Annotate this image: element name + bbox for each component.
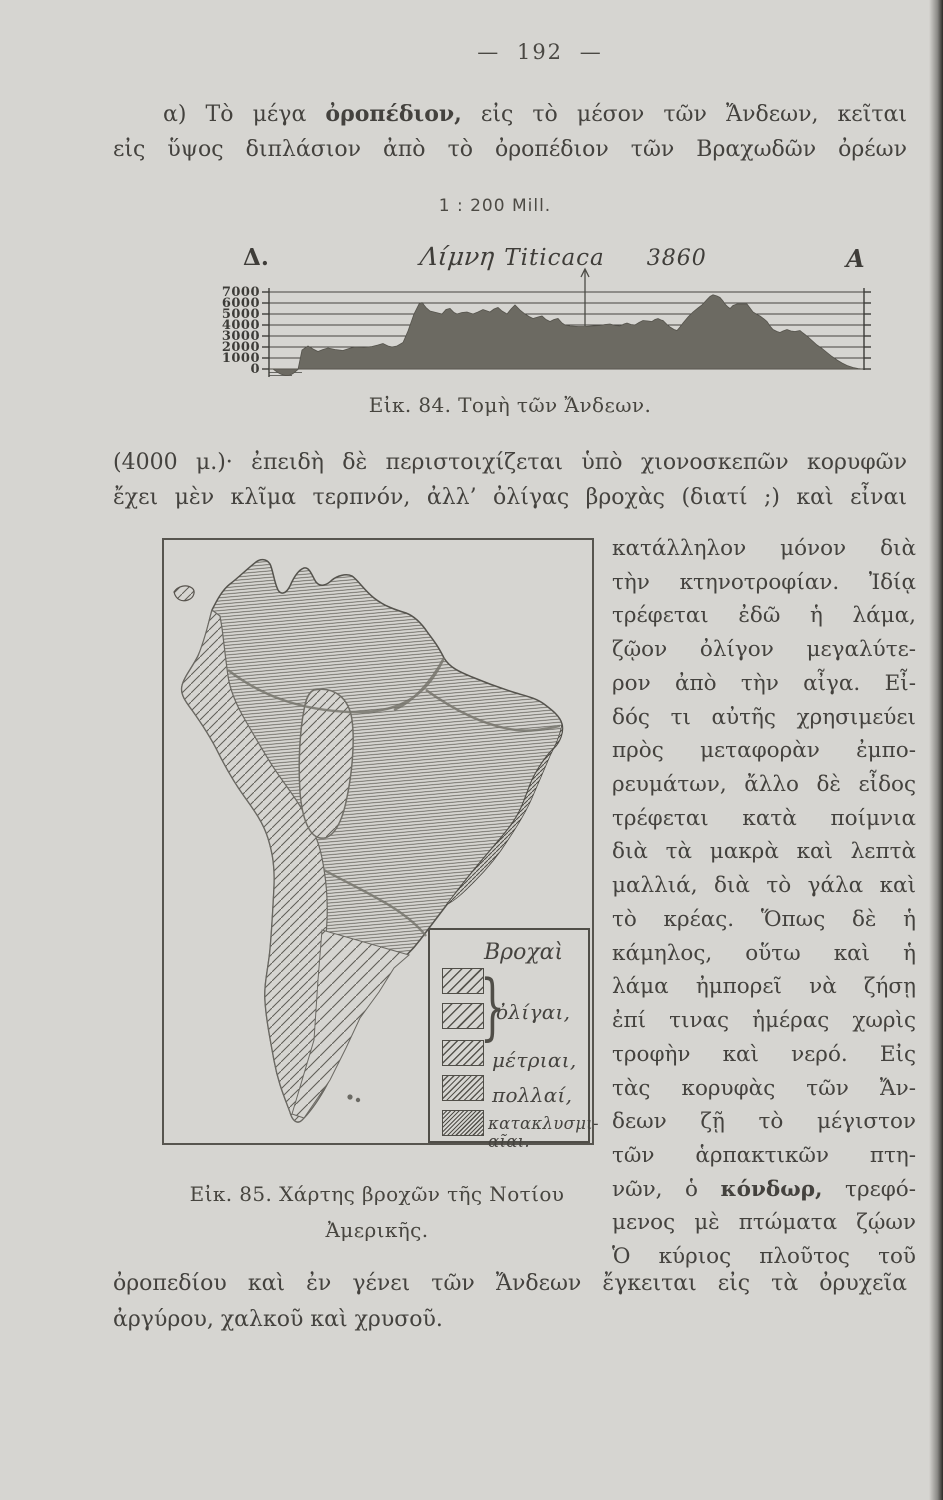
column-line: τὸ κρέας. Ὅπως δὲ ἡ — [612, 906, 916, 932]
lake-word: Λίμνη — [418, 242, 496, 271]
closing-paragraph: ὀροπεδίου καὶ ἐν γένει τῶν Ἄνδεων ἔγκειτ… — [113, 1266, 907, 1337]
plateau-line-2: ἔχει μὲν κλῖμα τερπνόν, ἀλλ’ ὀλίγας βροχ… — [113, 485, 907, 510]
ytick-2000: 2000 — [222, 340, 260, 355]
patagonia-band — [291, 929, 411, 1119]
column-line: Ὁ κύριος πλοῦτος τοῦ — [612, 1244, 916, 1270]
region-boundaries — [227, 657, 561, 937]
figure85-caption-line2: Ἀμερικῆς. — [325, 1218, 429, 1242]
legend-brace: } — [480, 964, 506, 1048]
intro-rest: εἰς τὸ μέσον τῶν Ἄνδεων, κεῖται — [461, 102, 907, 127]
lake-name: Titicaca — [504, 245, 605, 271]
map-islet — [173, 585, 195, 602]
column-line: τὰς κορυφὰς τῶν Ἄν- — [612, 1075, 916, 1101]
legend-title: Βροχαὶ — [484, 940, 564, 965]
legend-swatch-torrential — [442, 1110, 484, 1136]
legend-label-few: ὀλίγαι, — [496, 1000, 571, 1024]
column-line: μενος μὲ πτώματα ζῴων — [612, 1210, 916, 1236]
column-line: τρέφεται κατὰ ποίμνια — [612, 805, 916, 831]
profile-west-label: Δ. — [243, 244, 269, 271]
ytick-6000: 6000 — [222, 296, 260, 311]
falkland-islands — [347, 1094, 361, 1103]
legend-label-torrential-2: αῖαι. — [488, 1132, 530, 1151]
page-edge-shadow — [929, 0, 943, 1500]
rain-legend: Βροχαὶ } ὀλίγαι, μέτριαι, πολλαί, κατακλ… — [428, 928, 599, 1151]
ytick-1000: 1000 — [222, 351, 260, 366]
ytick-3000: 3000 — [222, 329, 260, 344]
lake-titicaca-label: Λίμνη Titicaca 3860 — [418, 242, 720, 271]
column-line: τροφὴν καὶ νερό. Εἰς — [612, 1041, 916, 1067]
column-line: τὴν κτηνοτροφίαν. Ἰδίᾳ — [612, 569, 916, 595]
column-line: ἐπί τινας ἡμέρας χωρὶς — [612, 1008, 916, 1034]
kondor-bold: κόνδωρ, — [720, 1176, 823, 1202]
ytick-4000: 4000 — [222, 318, 260, 333]
amazon-inner-loop — [298, 688, 354, 839]
figure84-caption: Εἰκ. 84. Τομὴ τῶν Ἄνδεων. — [368, 393, 652, 417]
column-line: πρὸς μεταφορὰν ἐμπο- — [612, 738, 916, 764]
legend-swatch-few-2 — [442, 1003, 484, 1029]
column-line: μαλλιά, διὰ τὸ γάλα καὶ — [612, 873, 916, 899]
closing-line-1: ὀροπεδίου καὶ ἐν γένει τῶν Ἄνδεων ἔγκειτ… — [113, 1271, 907, 1296]
profile-east-label: Α — [846, 244, 865, 273]
column-line: τρέφεται ἐδῶ ἡ λάμα, — [612, 603, 916, 629]
column-line: ρον ἀπὸ τὴν αἶγα. Εἶ- — [612, 670, 916, 696]
column-line-kondor: νῶν, ὁ κόνδωρ, τρεφό- — [612, 1173, 916, 1207]
intro-paragraph: α) Τὸ μέγα ὀροπέδιον, εἰς τὸ μέσον τῶν Ἄ… — [113, 97, 907, 167]
legend-label-moderate: μέτριαι, — [492, 1048, 577, 1072]
column-line: διὰ τὰ μακρὰ καὶ λεπτὰ — [612, 839, 916, 865]
legend-swatch-many — [442, 1075, 484, 1101]
intro-bold-term: ὀροπέδιον, — [325, 101, 462, 127]
column-line: κατάλληλον μόνον διὰ — [612, 536, 916, 561]
right-text-column: κατάλληλον μόνον διὰ τὴν κτηνοτροφίαν. Ἰ… — [612, 532, 916, 1274]
figure85-caption: Εἰκ. 85. Χάρτης βροχῶν τῆς Νοτίου Ἀμερικ… — [127, 1176, 627, 1248]
ytick-7000: 7000 — [222, 285, 260, 300]
figure85-caption-line1: Εἰκ. 85. Χάρτης βροχῶν τῆς Νοτίου — [189, 1182, 565, 1206]
kondor-post: τρεφό- — [822, 1176, 916, 1202]
intro-line-1: α) Τὸ μέγα ὀροπέδιον, εἰς τὸ μέσον τῶν Ἄ… — [113, 97, 907, 132]
closing-line-2: ἀργύρου, χαλκοῦ καὶ χρυσοῦ. — [113, 1306, 443, 1332]
rain-map-figure: Βροχαὶ } ὀλίγαι, μέτριαι, πολλαί, κατακλ… — [162, 538, 599, 1151]
south-america-map — [173, 558, 564, 1123]
ytick-0: 0 — [250, 362, 260, 377]
plateau-line-1: (4000 μ.)· ἐπειδὴ δὲ περιστοιχίζεται ὑπὸ… — [113, 450, 907, 475]
legend-swatch-few-1 — [442, 968, 484, 994]
kondor-pre: νῶν, ὁ — [612, 1176, 721, 1202]
column-line: δεων ζῇ τὸ μέγιστον — [612, 1109, 916, 1135]
figure84-labels: Δ. Λίμνη Titicaca 3860 Α — [0, 240, 943, 276]
mountain-profile-silhouette — [269, 294, 863, 376]
column-line: ζῷον ὀλίγον μεγαλύτε- — [612, 637, 916, 663]
intro-line-2: εἰς ὕψος διπλάσιον ἀπὸ τὸ ὀροπέδιον τῶν … — [113, 137, 907, 162]
map-scale-label: 1 : 200 Mill. — [438, 196, 552, 216]
column-line: λάμα ἠμπορεῖ νὰ ζήσῃ — [612, 974, 916, 1000]
plateau-paragraph: (4000 μ.)· ἐπειδὴ δὲ περιστοιχίζεται ὑπὸ… — [113, 445, 907, 515]
andes-coastal-band — [181, 608, 331, 1123]
column-line: δός τι αὐτῆς χρησιμεύει — [612, 704, 916, 730]
andes-cross-section-chart: 7000 6000 5000 4000 3000 2000 1000 0 — [222, 267, 871, 377]
column-line: ρευμάτων, ἄλλο δὲ εἶδος — [612, 772, 916, 798]
intro-lead: α) Τὸ μέγα — [163, 102, 326, 127]
legend-label-torrential-1: κατακλυσμι- — [488, 1114, 599, 1133]
ytick-5000: 5000 — [222, 307, 260, 322]
column-line: κάμηλος, οὕτω καὶ ἡ — [612, 940, 916, 966]
legend-label-many: πολλαί, — [492, 1083, 573, 1107]
legend-swatch-moderate — [442, 1040, 484, 1066]
titicaca-arrow — [580, 267, 590, 326]
lake-elevation: 3860 — [646, 246, 707, 271]
column-line: τῶν ἁρπακτικῶν πτη- — [612, 1142, 916, 1168]
east-coast-dense-strip — [445, 723, 563, 906]
page-number: — 192 — — [477, 40, 603, 64]
